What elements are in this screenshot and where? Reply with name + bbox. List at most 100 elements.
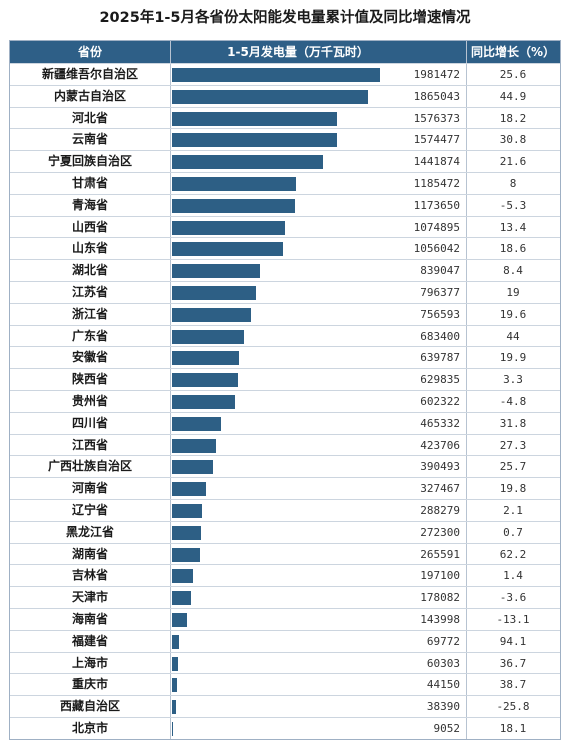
generation-bar [172,373,239,388]
table-row: 湖北省 839047 8.4 [10,259,560,281]
generation-bar [172,242,283,257]
province-label: 山东省 [71,241,108,256]
generation-bar [172,438,217,453]
header-generation: 1-5月发电量（万千瓦时） [227,45,369,59]
growth-value: 2.1 [503,504,523,517]
generation-value: 1576373 [413,111,460,125]
generation-value: 44150 [426,678,460,692]
table-row: 重庆市 44150 38.7 [10,673,560,695]
generation-bar [172,220,285,235]
generation-value: 1441874 [413,155,460,169]
generation-bar [172,111,338,126]
generation-value: 1074895 [413,220,460,234]
generation-bar [172,89,368,104]
province-label: 新疆维吾尔自治区 [41,67,138,81]
growth-value: 62.2 [499,547,527,561]
growth-value: 44.9 [499,89,527,103]
growth-value: 27.3 [499,438,527,452]
province-label: 湖北省 [71,263,108,278]
growth-value: 30.8 [499,133,527,147]
generation-bar [172,722,173,736]
growth-value: 25.7 [499,460,527,474]
table-row: 吉林省 197100 1.4 [10,564,560,586]
generation-bar [172,68,380,82]
table-row: 辽宁省 288279 2.1 [10,499,560,521]
growth-value: 38.7 [499,678,527,692]
growth-value: 21.6 [499,155,527,169]
province-label: 宁夏回族自治区 [47,154,132,169]
province-label: 江苏省 [71,285,108,299]
province-label: 江西省 [71,437,108,452]
generation-bar [172,307,252,322]
table-row: 海南省 143998 -13.1 [10,608,560,630]
generation-value: 60303 [426,656,460,670]
generation-bar [172,416,221,431]
table-row: 山东省 1056042 18.6 [10,237,560,259]
generation-bar [172,329,244,344]
data-table: 省份 1-5月发电量（万千瓦时） 同比增长（%） 新疆维吾尔自治区 1981472… [9,40,561,740]
generation-value: 38390 [426,700,460,714]
province-label: 四川省 [71,415,108,430]
province-label: 天津市 [71,590,108,605]
growth-value: 19.8 [499,482,527,496]
province-label: 青海省 [71,197,108,212]
table-row: 湖南省 265591 62.2 [10,542,560,565]
province-label: 福建省 [71,633,108,648]
generation-value: 629835 [420,373,460,387]
generation-value: 1574477 [413,133,460,147]
province-label: 上海市 [71,655,108,670]
generation-value: 639787 [420,351,460,365]
generation-value: 423706 [420,438,460,452]
province-label: 山西省 [71,219,108,234]
generation-bar [172,395,236,409]
generation-value: 272300 [420,525,460,539]
generation-bar [172,198,296,213]
generation-value: 69772 [426,634,460,648]
generation-bar [172,591,191,606]
growth-value: 1.4 [503,569,523,583]
generation-value: 1865043 [413,89,460,103]
chart-title: 2025年1-5月各省份太阳能发电量累计值及同比增速情况 [99,10,471,26]
generation-value: 796377 [420,286,460,299]
table-row: 云南省 1574477 30.8 [10,128,560,150]
table-row: 安徽省 639787 19.9 [10,346,560,368]
table-row: 浙江省 756593 19.6 [10,302,560,325]
table-row: 江苏省 796377 19 [10,281,560,303]
growth-value: 94.1 [499,634,527,648]
growth-value: 18.2 [499,111,527,125]
generation-bar [172,504,203,518]
growth-value: -3.6 [499,591,527,605]
generation-value: 327467 [420,482,460,496]
growth-value: -5.3 [499,198,527,212]
province-label: 云南省 [71,132,108,147]
growth-value: 8.4 [503,264,523,278]
table-row: 福建省 69772 94.1 [10,629,560,652]
table-row: 河北省 1576373 18.2 [10,106,560,129]
province-label: 安徽省 [71,350,108,365]
generation-value: 683400 [420,329,460,343]
generation-value: 178082 [420,591,460,605]
generation-bar [172,547,200,562]
growth-value: 3.3 [503,373,523,387]
generation-value: 465332 [420,416,460,430]
generation-bar [172,482,207,497]
table-row: 上海市 60303 36.7 [10,651,560,674]
province-label: 重庆市 [71,677,108,692]
table-row: 广东省 683400 44 [10,324,560,347]
growth-value: 18.6 [499,242,527,256]
table-row: 西藏自治区 38390 -25.8 [10,695,560,717]
province-label: 北京市 [71,721,108,735]
growth-value: 8 [509,177,517,190]
growth-value: 19.9 [499,351,527,365]
table-row: 四川省 465332 31.8 [10,411,560,434]
table-row: 宁夏回族自治区 1441874 21.6 [10,150,560,172]
growth-value: 19 [506,286,520,299]
table-row: 贵州省 602322 -4.8 [10,390,560,412]
generation-bar [172,678,177,693]
generation-value: 9052 [433,722,461,735]
table-row: 内蒙古自治区 1865043 44.9 [10,84,560,107]
growth-value: 18.1 [499,722,527,735]
province-label: 内蒙古自治区 [53,88,126,103]
generation-value: 839047 [420,264,460,278]
province-label: 吉林省 [71,568,108,583]
